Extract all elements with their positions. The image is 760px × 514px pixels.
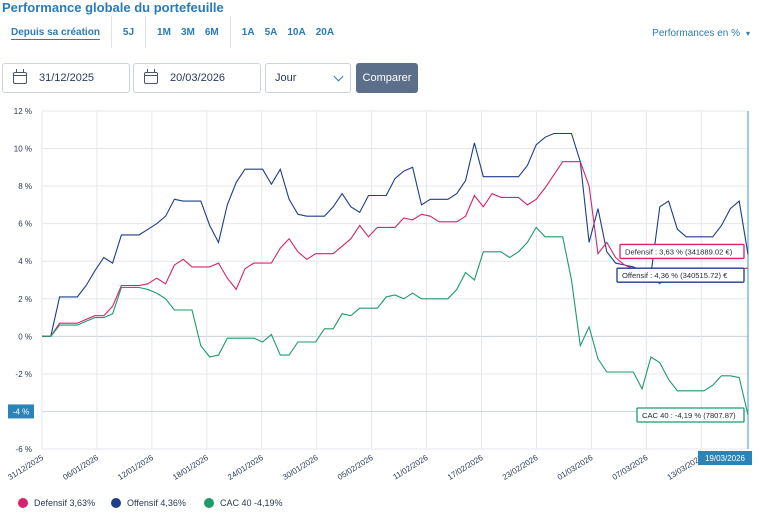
start-date-field[interactable]: 31/12/2025 xyxy=(2,63,130,93)
end-date-value: 20/03/2026 xyxy=(170,72,226,84)
end-date-field[interactable]: 20/03/2026 xyxy=(133,63,261,93)
x-tick-label: 23/02/2026 xyxy=(501,453,540,482)
period-20a-button[interactable]: 20A xyxy=(315,26,335,38)
legend-name-defensif: Defensif xyxy=(34,498,68,508)
legend-name-cac40: CAC 40 xyxy=(220,498,252,508)
x-tick-label: 11/02/2026 xyxy=(391,453,430,482)
legend-dot-defensif xyxy=(18,498,28,508)
series-line-cac40 xyxy=(42,226,749,416)
legend-value-defensif: 3,63% xyxy=(69,498,96,508)
period-group-years: 1A 5A 10A 20A xyxy=(231,16,345,48)
granularity-select[interactable]: Jour xyxy=(265,63,351,93)
y-tick-label: 12 % xyxy=(14,107,32,116)
period-3m-button[interactable]: 3M xyxy=(180,26,195,38)
calendar-icon[interactable] xyxy=(13,69,27,84)
y-tick-label: -6 % xyxy=(16,445,32,454)
period-6m-button[interactable]: 6M xyxy=(204,26,219,38)
chevron-down-icon xyxy=(333,71,344,81)
period-1m-button[interactable]: 1M xyxy=(157,26,171,38)
x-tick-label: 24/01/2026 xyxy=(226,453,265,482)
legend-value-cac40: -4,19% xyxy=(254,498,283,508)
y-tick-label: 10 % xyxy=(14,145,32,154)
legend-item-cac40[interactable]: CAC 40 -4,19% xyxy=(204,498,283,508)
x-tick-label: 01/03/2026 xyxy=(556,453,595,482)
y-tick-label: -2 % xyxy=(16,370,32,379)
crosshair-y-label: -4 % xyxy=(13,407,29,416)
end-label-cac40: CAC 40 : -4,19 % (7807.87) xyxy=(642,411,736,420)
crosshair-x-label: 19/03/2026 xyxy=(705,454,746,463)
page-title: Performance globale du portefeuille xyxy=(2,0,224,15)
period-5a-button[interactable]: 5A xyxy=(264,26,278,38)
y-tick-label: 0 % xyxy=(18,332,32,341)
start-date-value: 31/12/2025 xyxy=(39,72,95,84)
legend-dot-cac40 xyxy=(204,498,214,508)
y-tick-label: 4 % xyxy=(18,257,32,266)
compare-button[interactable]: Comparer xyxy=(356,63,418,93)
x-tick-label: 30/01/2026 xyxy=(281,453,320,482)
chevron-down-icon: ▾ xyxy=(745,29,750,38)
end-label-defensif-box xyxy=(619,243,745,260)
legend-value-offensif: 4,36% xyxy=(160,498,186,508)
legend-dot-offensif xyxy=(111,498,121,508)
x-tick-label: 07/03/2026 xyxy=(611,453,650,482)
series-line-defensif xyxy=(42,161,749,337)
series-line-offensif xyxy=(42,132,749,337)
y-tick-label: 6 % xyxy=(18,220,32,229)
end-label-cac40-box xyxy=(636,407,745,423)
y-tick-label: 8 % xyxy=(18,182,32,191)
legend-item-offensif[interactable]: Offensif 4,36% xyxy=(111,498,186,508)
crosshair-y-badge xyxy=(8,404,34,419)
calendar-icon[interactable] xyxy=(144,69,158,84)
crosshair-x-badge xyxy=(698,451,752,465)
legend-item-defensif[interactable]: Defensif 3,63% xyxy=(18,498,95,508)
period-1a-button[interactable]: 1A xyxy=(241,26,255,38)
period-group-months: 1M 3M 6M xyxy=(146,16,231,48)
end-label-offensif-box xyxy=(616,267,745,283)
period-since-creation-button[interactable]: Depuis sa création xyxy=(11,26,100,38)
end-label-defensif: Defensif : 3,63 % (341889.02 €) xyxy=(625,247,733,256)
period-10a-button[interactable]: 10A xyxy=(287,26,306,38)
x-tick-label: 05/02/2026 xyxy=(336,453,375,482)
x-tick-label: 31/12/2025 xyxy=(6,453,45,482)
performance-mode-label: Performances en % xyxy=(652,28,740,39)
period-group-since: Depuis sa création xyxy=(0,16,112,48)
x-tick-label: 17/02/2026 xyxy=(446,453,485,482)
performance-mode-dropdown[interactable]: Performances en % ▾ xyxy=(652,28,750,39)
period-5j-button[interactable]: 5J xyxy=(122,26,135,38)
y-tick-label: 2 % xyxy=(18,295,32,304)
x-tick-label: 18/01/2026 xyxy=(171,453,210,482)
x-tick-label: 12/01/2026 xyxy=(116,453,155,482)
period-group-days: 5J xyxy=(112,16,147,48)
x-tick-label: 06/01/2026 xyxy=(61,453,100,482)
granularity-value: Jour xyxy=(275,72,297,84)
end-label-offensif: Offensif : 4,36 % (340515.72) € xyxy=(622,271,728,280)
legend-name-offensif: Offensif xyxy=(127,498,158,508)
performance-chart: 12 % 10 % 8 % 6 % 4 % 2 % 0 % -2 % -4 % -6 %31/12… xyxy=(6,107,752,482)
period-selector: Depuis sa création 5J 1M 3M 6M 1A 5A 10A… xyxy=(0,16,345,48)
